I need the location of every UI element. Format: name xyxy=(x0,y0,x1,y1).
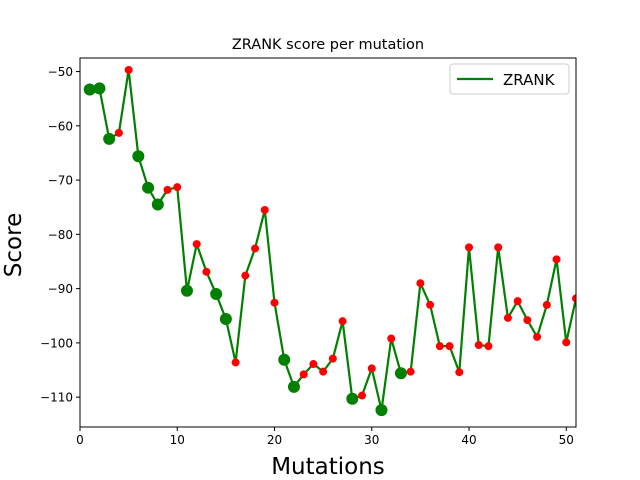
y-axis: −110 −100 −90 −80 −70 −60 −50 xyxy=(40,65,80,405)
legend-label: ZRANK xyxy=(503,71,556,89)
x-tick-label: 30 xyxy=(364,433,379,447)
data-point-small xyxy=(114,128,123,137)
data-point-small xyxy=(173,183,182,192)
data-point-small xyxy=(328,354,337,363)
y-tick-label: −70 xyxy=(48,174,73,188)
data-point-small xyxy=(338,317,347,326)
y-tick-label: −110 xyxy=(40,391,73,405)
data-point-large xyxy=(103,132,116,145)
data-point-large xyxy=(180,284,193,297)
y-axis-label: Score xyxy=(1,213,27,277)
data-point-small xyxy=(299,370,308,379)
data-point-large xyxy=(278,353,291,366)
data-point-large xyxy=(151,198,164,211)
legend: ZRANK xyxy=(449,63,570,95)
data-point-small xyxy=(406,367,415,376)
data-point-large xyxy=(346,392,359,405)
data-point-small xyxy=(455,368,464,377)
data-point-small xyxy=(192,240,201,249)
y-tick-label: −100 xyxy=(40,336,73,350)
data-point-small xyxy=(231,358,240,367)
chart-title: ZRANK score per mutation xyxy=(232,37,424,53)
data-point-small xyxy=(533,332,542,341)
data-point-small xyxy=(542,300,551,309)
data-point-large xyxy=(132,150,145,163)
y-tick-label: −80 xyxy=(48,228,73,242)
legend-box xyxy=(449,63,570,95)
x-tick-label: 0 xyxy=(76,433,84,447)
data-point-small xyxy=(474,341,483,350)
data-point-small xyxy=(319,367,328,376)
x-tick-label: 40 xyxy=(461,433,476,447)
data-point-large xyxy=(210,288,223,301)
x-tick-label: 50 xyxy=(559,433,574,447)
data-point-small xyxy=(163,185,172,194)
data-point-small xyxy=(202,267,211,276)
data-point-small xyxy=(426,300,435,309)
data-point-large xyxy=(375,404,388,417)
data-point-large xyxy=(93,82,106,95)
data-point-small xyxy=(513,297,522,306)
data-point-large xyxy=(83,83,96,96)
data-point-small xyxy=(387,334,396,343)
data-point-small xyxy=(270,298,279,307)
data-point-small xyxy=(503,313,512,322)
data-point-small xyxy=(552,255,561,264)
data-point-small xyxy=(260,205,269,214)
y-tick-label: −60 xyxy=(48,119,73,133)
data-point-small xyxy=(562,338,571,347)
data-point-large xyxy=(142,181,155,194)
x-tick-label: 20 xyxy=(267,433,282,447)
data-point-small xyxy=(435,342,444,351)
data-point-small xyxy=(465,243,474,252)
plot-area xyxy=(79,57,577,428)
data-point-large xyxy=(394,367,407,380)
x-axis: 0 10 20 30 40 50 xyxy=(76,427,574,447)
x-tick-label: 10 xyxy=(170,433,185,447)
y-tick-label: −50 xyxy=(48,65,73,79)
data-point-small xyxy=(309,360,318,369)
plot-contents xyxy=(83,65,576,417)
data-point-small xyxy=(572,294,576,303)
data-point-small xyxy=(523,316,532,325)
x-axis-label: Mutations xyxy=(271,454,385,480)
data-point-large xyxy=(219,313,232,326)
data-point-small xyxy=(494,243,503,252)
data-point-small xyxy=(445,342,454,351)
data-point-small xyxy=(124,65,133,74)
data-point-small xyxy=(367,364,376,373)
data-point-small xyxy=(251,244,260,253)
data-point-small xyxy=(358,391,367,400)
data-point-small xyxy=(241,271,250,280)
data-point-small xyxy=(484,342,493,351)
plot-frame xyxy=(79,57,577,428)
y-tick-label: −90 xyxy=(48,282,73,296)
data-point-large xyxy=(287,380,300,393)
data-point-small xyxy=(416,279,425,288)
